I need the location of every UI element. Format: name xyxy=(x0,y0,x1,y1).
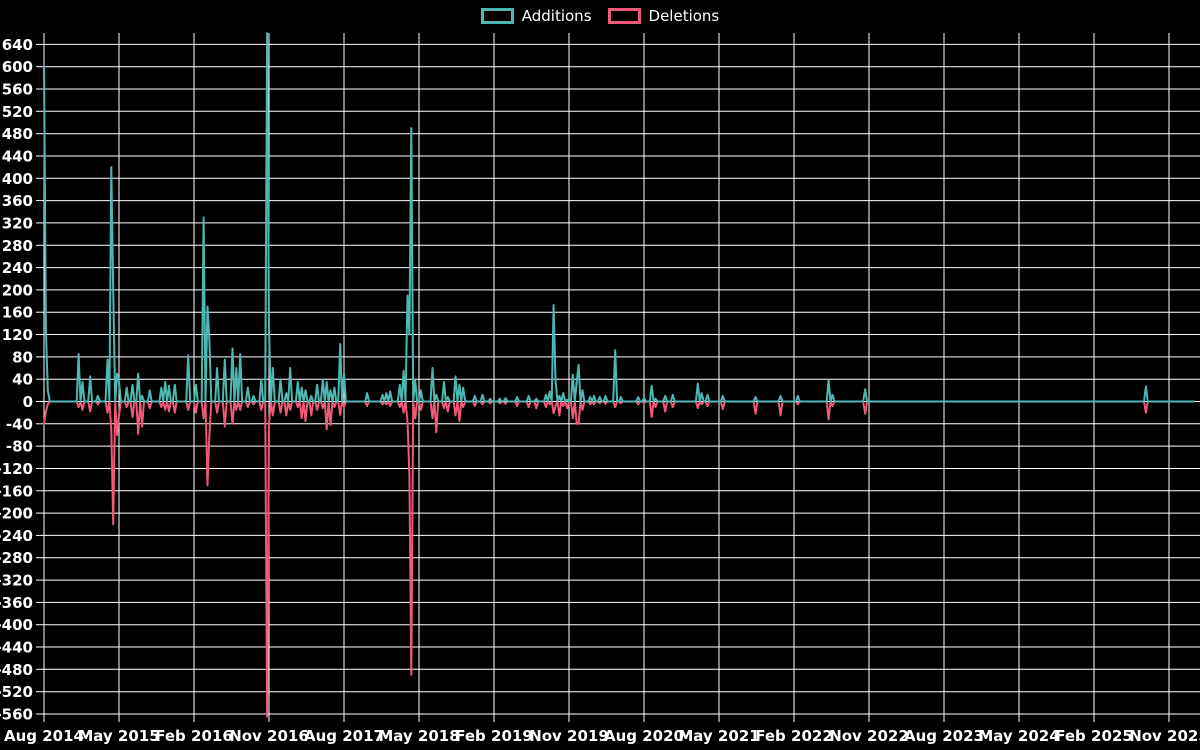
svg-text:-200: -200 xyxy=(0,505,33,523)
svg-text:May 2018: May 2018 xyxy=(378,727,459,745)
svg-text:520: 520 xyxy=(2,103,33,121)
svg-text:-480: -480 xyxy=(0,661,33,679)
svg-text:Nov 2016: Nov 2016 xyxy=(229,727,309,745)
svg-text:-560: -560 xyxy=(0,706,33,724)
svg-text:May 2021: May 2021 xyxy=(678,727,759,745)
svg-text:280: 280 xyxy=(2,237,33,255)
svg-text:360: 360 xyxy=(2,192,33,210)
svg-text:0: 0 xyxy=(23,393,33,411)
svg-text:640: 640 xyxy=(2,36,33,54)
svg-text:560: 560 xyxy=(2,81,33,99)
svg-text:Nov 2022: Nov 2022 xyxy=(829,727,909,745)
svg-text:480: 480 xyxy=(2,125,33,143)
svg-text:40: 40 xyxy=(12,371,33,389)
legend-label-deletions: Deletions xyxy=(648,7,720,25)
svg-text:320: 320 xyxy=(2,214,33,232)
svg-text:Nov 2019: Nov 2019 xyxy=(529,727,609,745)
svg-text:440: 440 xyxy=(2,148,33,166)
svg-text:Aug 2020: Aug 2020 xyxy=(604,727,684,745)
svg-text:-400: -400 xyxy=(0,616,33,634)
svg-text:Feb 2016: Feb 2016 xyxy=(155,727,233,745)
svg-text:120: 120 xyxy=(2,326,33,344)
svg-text:-120: -120 xyxy=(0,460,33,478)
svg-text:Aug 2014: Aug 2014 xyxy=(4,727,84,745)
svg-text:Aug 2023: Aug 2023 xyxy=(904,727,984,745)
svg-text:-520: -520 xyxy=(0,683,33,701)
svg-text:May 2015: May 2015 xyxy=(78,727,159,745)
svg-text:-320: -320 xyxy=(0,572,33,590)
svg-text:400: 400 xyxy=(2,170,33,188)
svg-text:-240: -240 xyxy=(0,527,33,545)
svg-text:80: 80 xyxy=(12,348,33,366)
svg-text:-40: -40 xyxy=(6,415,33,433)
additions-swatch-icon xyxy=(480,8,514,24)
svg-text:May 2024: May 2024 xyxy=(978,727,1059,745)
svg-text:160: 160 xyxy=(2,304,33,322)
svg-text:-280: -280 xyxy=(0,549,33,567)
svg-text:Feb 2019: Feb 2019 xyxy=(455,727,533,745)
svg-text:-360: -360 xyxy=(0,594,33,612)
svg-text:200: 200 xyxy=(2,281,33,299)
svg-text:Aug 2017: Aug 2017 xyxy=(304,727,384,745)
legend-item-deletions[interactable]: Deletions xyxy=(607,7,720,25)
legend-item-additions[interactable]: Additions xyxy=(480,7,592,25)
svg-text:240: 240 xyxy=(2,259,33,277)
svg-text:-160: -160 xyxy=(0,482,33,500)
svg-text:-440: -440 xyxy=(0,639,33,657)
legend-label-additions: Additions xyxy=(521,7,592,25)
svg-text:600: 600 xyxy=(2,58,33,76)
svg-text:Feb 2025: Feb 2025 xyxy=(1055,727,1133,745)
chart-legend: Additions Deletions xyxy=(0,7,1200,25)
svg-text:Nov 2025: Nov 2025 xyxy=(1129,727,1200,745)
deletions-swatch-icon xyxy=(607,8,641,24)
svg-text:-80: -80 xyxy=(6,438,33,456)
svg-text:Feb 2022: Feb 2022 xyxy=(755,727,833,745)
